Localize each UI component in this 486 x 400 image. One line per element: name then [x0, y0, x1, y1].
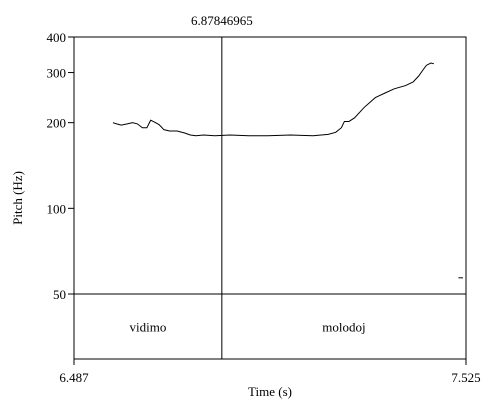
interval-label: vidimo [129, 320, 166, 335]
plot-frame [73, 36, 467, 360]
interval-tier: vidimo molodoj [129, 320, 365, 335]
cursor-time-label: 6.87846965 [191, 13, 253, 28]
x-tick-label: 7.525 [451, 370, 480, 385]
y-tick-label: 300 [47, 66, 67, 81]
pitch-contour [112, 62, 435, 137]
y-tick-label: 100 [47, 201, 67, 216]
x-axis-label: Time (s) [248, 384, 292, 399]
y-tick-label: 50 [53, 287, 66, 302]
y-axis-ticks: 400 300 200 100 50 [47, 30, 74, 302]
x-tick-label: 6.487 [59, 370, 89, 385]
y-axis-label: Pitch (Hz) [10, 171, 25, 225]
y-tick-label: 200 [47, 116, 67, 131]
pitch-series [112, 62, 463, 279]
x-axis-ticks: 6.487 7.525 [59, 359, 481, 385]
y-tick-label: 400 [47, 30, 67, 45]
interval-label: molodoj [322, 320, 365, 335]
